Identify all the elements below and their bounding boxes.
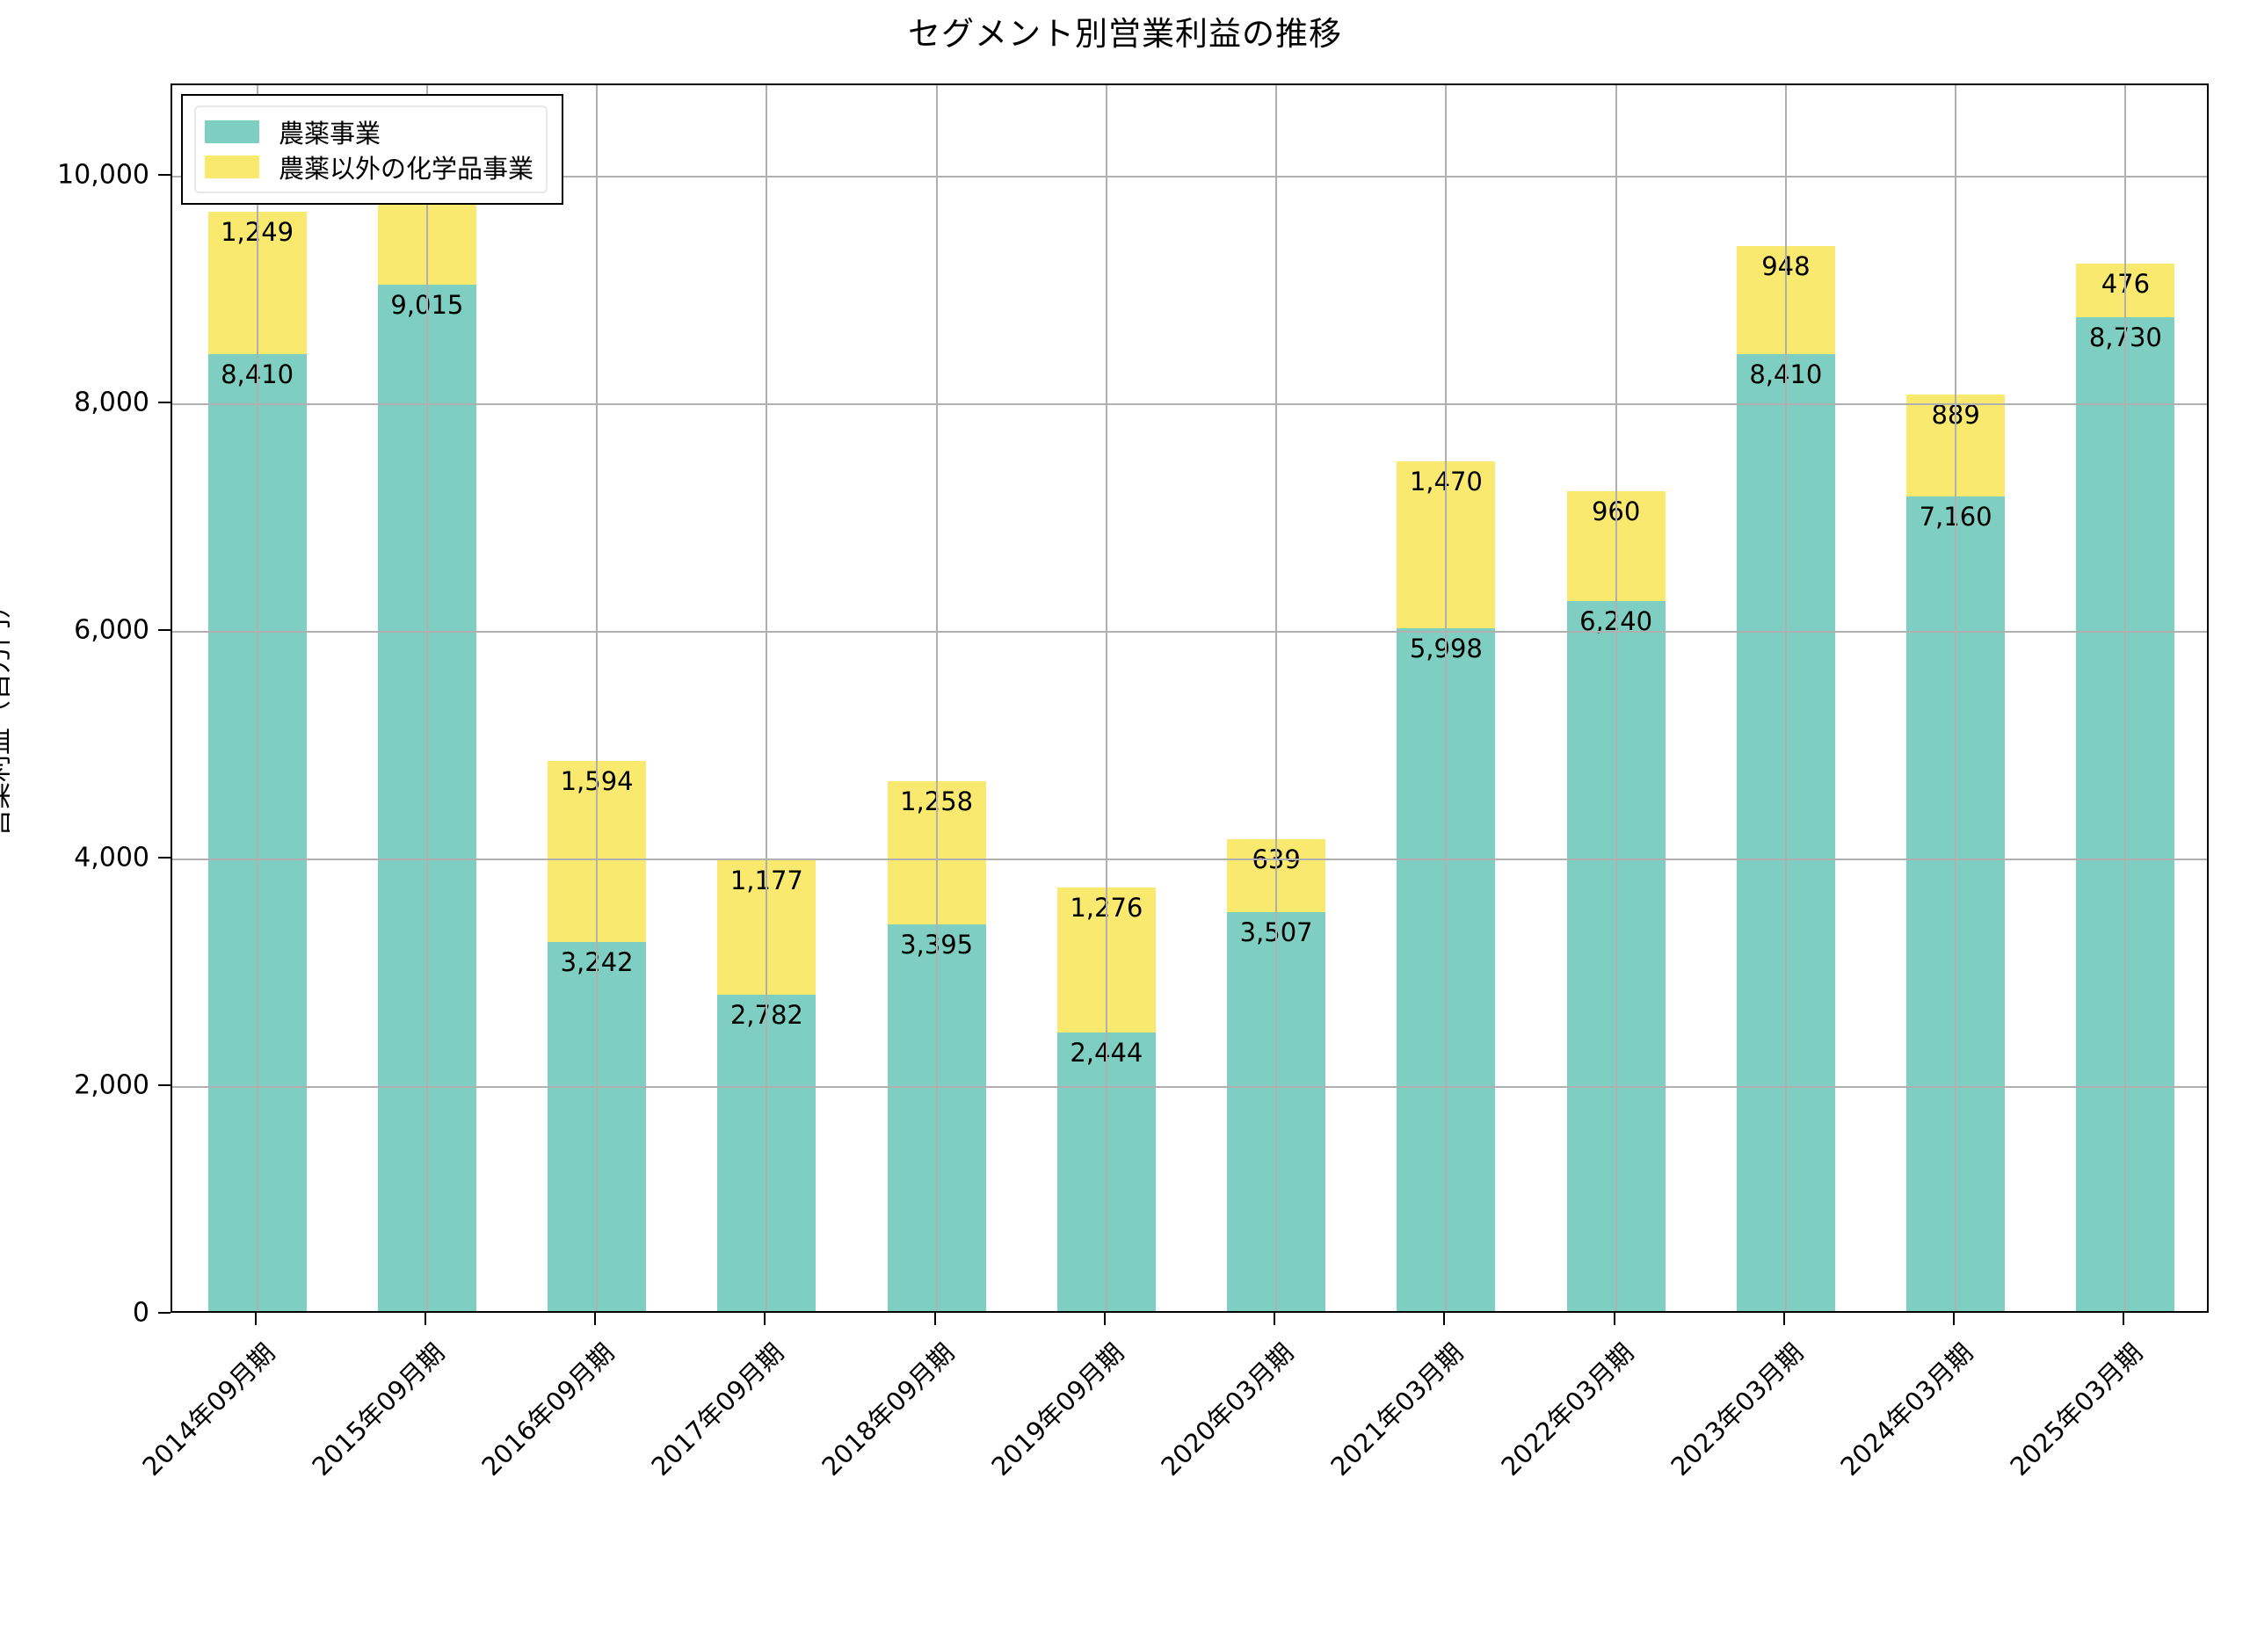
legend-swatch-icon-0 bbox=[205, 120, 259, 143]
y-tick-mark bbox=[158, 1083, 171, 1086]
x-tick-mark bbox=[933, 1313, 936, 1325]
gridline-vertical bbox=[1784, 85, 1787, 1311]
gridline-vertical bbox=[1105, 85, 1107, 1311]
gridline-vertical bbox=[1445, 85, 1448, 1311]
y-tick-mark bbox=[158, 856, 171, 859]
gridline-vertical bbox=[1955, 85, 1957, 1311]
gridline-vertical bbox=[766, 85, 768, 1311]
gridline-horizontal bbox=[172, 402, 2207, 405]
gridline-vertical bbox=[425, 85, 428, 1311]
x-tick-mark bbox=[1782, 1313, 1785, 1325]
gridline-horizontal bbox=[172, 858, 2207, 860]
x-tick-mark bbox=[764, 1313, 766, 1325]
legend-label-0: 農薬事業 bbox=[279, 119, 381, 149]
x-tick-mark bbox=[254, 1313, 257, 1325]
y-tick-label: 4,000 bbox=[74, 842, 149, 873]
gridline-vertical bbox=[596, 85, 599, 1311]
x-tick-mark bbox=[1443, 1313, 1446, 1325]
bar-group[interactable]: 3,242 1,594 bbox=[548, 760, 647, 1311]
chart-root: セグメント別営業利益の推移 8,4101,2499,0151,2493,2421… bbox=[0, 15, 2209, 1482]
gridline-vertical bbox=[1615, 85, 1617, 1311]
gridline-vertical bbox=[935, 85, 938, 1311]
y-tick-label: 6,000 bbox=[74, 614, 149, 646]
gridline-vertical bbox=[256, 85, 258, 1311]
x-tick-label: 2020年03月期 bbox=[1155, 1337, 1300, 1482]
y-tick-label: 0 bbox=[132, 1297, 149, 1329]
x-tick-label: 2022年03月期 bbox=[1495, 1337, 1639, 1482]
chart-legend: 農薬事業 農薬以外の化学品事業 bbox=[181, 94, 564, 205]
x-tick-label: 2024年03月期 bbox=[1834, 1337, 1979, 1482]
x-tick-label: 2016年09月期 bbox=[475, 1337, 621, 1482]
legend-item-0[interactable]: 農薬事業 bbox=[205, 114, 533, 149]
x-tick-label: 2018年09月期 bbox=[816, 1337, 960, 1482]
bars-layer: 8,4101,2499,0151,2493,2421,5942,7821,177… bbox=[172, 85, 2207, 1311]
x-tick-mark bbox=[1103, 1313, 1106, 1325]
x-tick-mark bbox=[1613, 1313, 1615, 1325]
x-tick-label: 2017年09月期 bbox=[645, 1337, 790, 1482]
y-tick-mark bbox=[158, 401, 171, 403]
y-tick-label: 2,000 bbox=[74, 1069, 149, 1101]
x-tick-label: 2015年09月期 bbox=[306, 1337, 451, 1482]
x-tick-mark bbox=[1953, 1313, 1956, 1325]
y-axis-label: 営業利益（百万円） bbox=[0, 591, 15, 837]
legend-swatch-icon-1 bbox=[205, 156, 259, 178]
gridline-vertical bbox=[2124, 85, 2127, 1311]
chart-title: セグメント別営業利益の推移 bbox=[908, 15, 1342, 53]
x-tick-label: 2025年03月期 bbox=[2004, 1337, 2149, 1482]
gridline-horizontal bbox=[172, 175, 2207, 178]
x-tick-label: 2023年03月期 bbox=[1665, 1337, 1810, 1482]
x-tick-label: 2021年03月期 bbox=[1325, 1337, 1470, 1482]
y-tick-mark bbox=[158, 1312, 171, 1314]
plot-area: 8,4101,2499,0151,2493,2421,5942,7821,177… bbox=[171, 83, 2209, 1313]
x-tick-mark bbox=[2123, 1313, 2125, 1325]
legend-inner: 農薬事業 農薬以外の化学品事業 bbox=[194, 105, 548, 193]
gridline-horizontal bbox=[172, 1085, 2207, 1088]
x-tick-mark bbox=[594, 1313, 597, 1325]
x-tick-mark bbox=[1274, 1313, 1276, 1325]
gridline-vertical bbox=[1275, 85, 1278, 1311]
x-tick-mark bbox=[424, 1313, 426, 1325]
gridline-horizontal bbox=[172, 630, 2207, 633]
x-tick-label: 2014年09月期 bbox=[136, 1337, 280, 1482]
legend-label-1: 農薬以外の化学品事業 bbox=[279, 154, 534, 184]
x-tick-label: 2019年09月期 bbox=[985, 1337, 1130, 1482]
legend-item-1[interactable]: 農薬以外の化学品事業 bbox=[205, 149, 533, 185]
y-tick-mark bbox=[158, 173, 171, 176]
y-tick-label: 8,000 bbox=[74, 387, 149, 418]
y-tick-mark bbox=[158, 628, 171, 631]
y-tick-label: 10,000 bbox=[57, 159, 149, 191]
